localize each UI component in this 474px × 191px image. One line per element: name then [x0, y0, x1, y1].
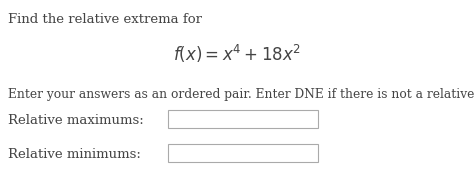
Text: $f(x) = x^4 + 18x^2$: $f(x) = x^4 + 18x^2$	[173, 43, 301, 65]
Text: Find the relative extrema for: Find the relative extrema for	[8, 13, 202, 26]
FancyBboxPatch shape	[168, 110, 318, 128]
Text: Relative minimums:: Relative minimums:	[8, 148, 141, 161]
FancyBboxPatch shape	[168, 144, 318, 162]
Text: Enter your answers as an ordered pair. Enter DNE if there is not a relative maxi: Enter your answers as an ordered pair. E…	[8, 88, 474, 101]
Text: Relative maximums:: Relative maximums:	[8, 114, 144, 127]
